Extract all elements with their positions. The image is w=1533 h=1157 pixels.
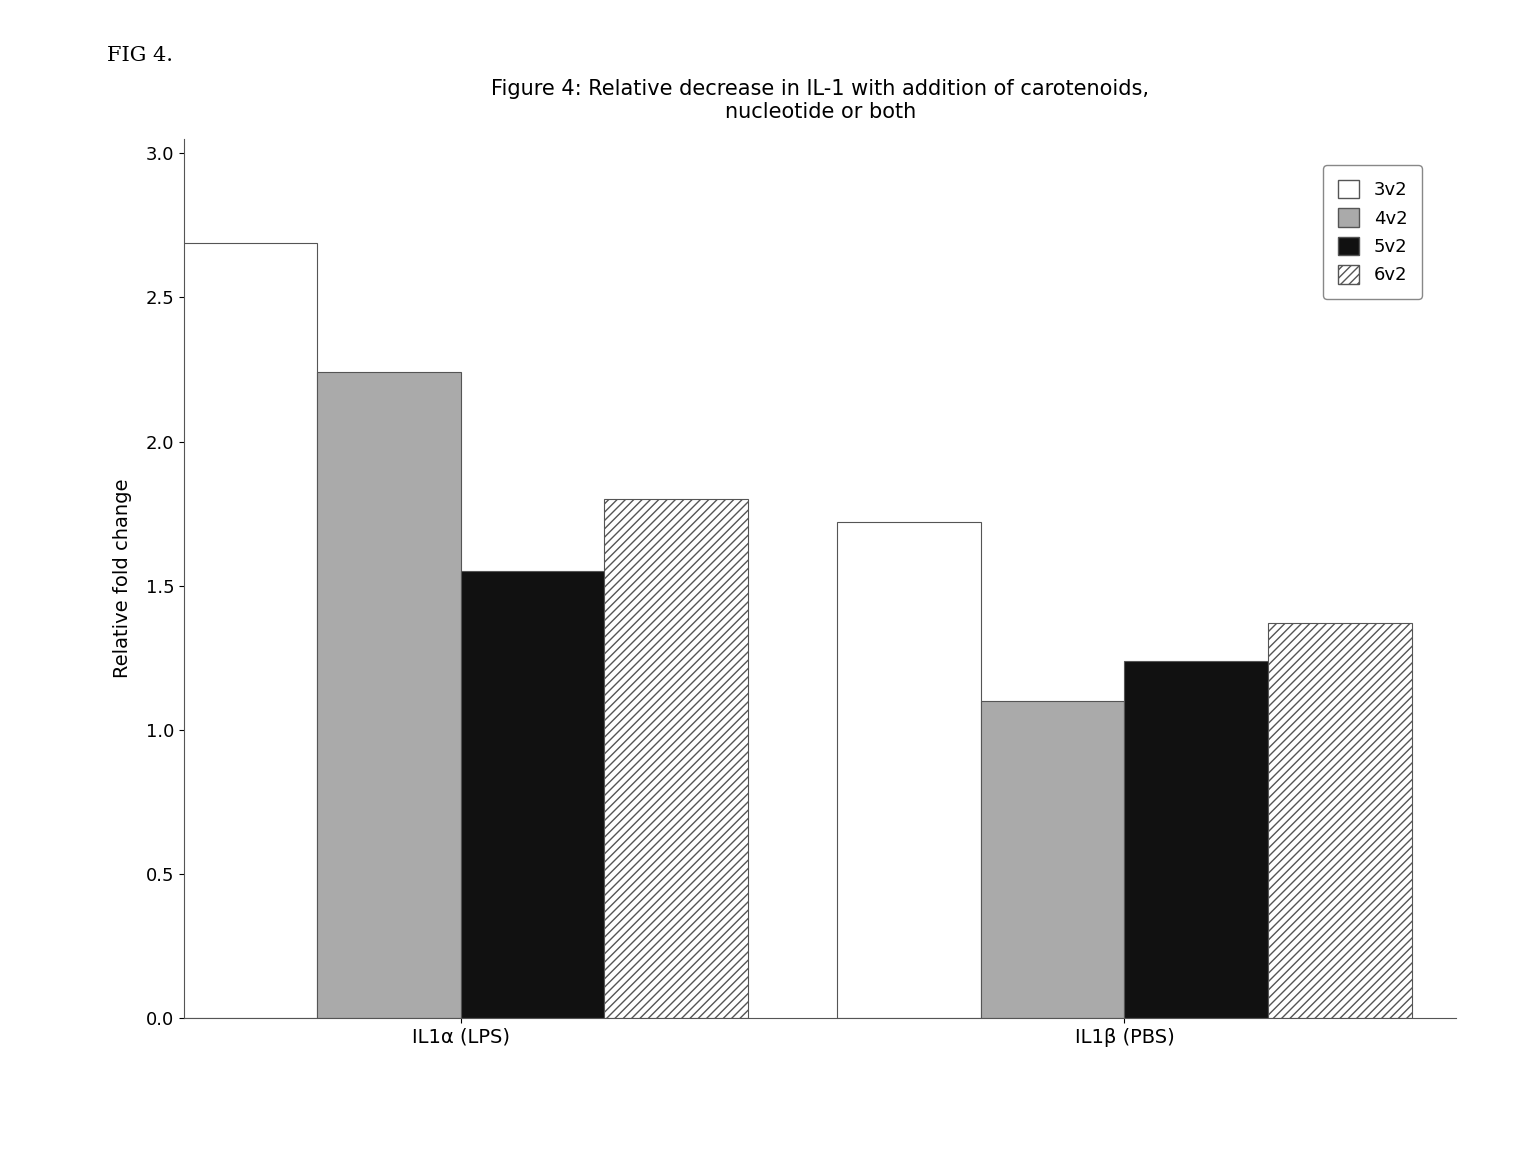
Bar — [317, 373, 460, 1018]
Bar — [837, 522, 981, 1018]
Bar — [604, 499, 748, 1018]
Bar — [981, 701, 1124, 1018]
Y-axis label: Relative fold change: Relative fold change — [112, 479, 132, 678]
Text: FIG 4.: FIG 4. — [107, 46, 173, 65]
Bar — [1124, 661, 1268, 1018]
Legend: 3v2, 4v2, 5v2, 6v2: 3v2, 4v2, 5v2, 6v2 — [1323, 165, 1423, 299]
Bar — [173, 243, 317, 1018]
Title: Figure 4: Relative decrease in IL-1 with addition of carotenoids,
nucleotide or : Figure 4: Relative decrease in IL-1 with… — [491, 79, 1150, 121]
Bar — [1268, 624, 1412, 1018]
Bar — [460, 572, 604, 1018]
